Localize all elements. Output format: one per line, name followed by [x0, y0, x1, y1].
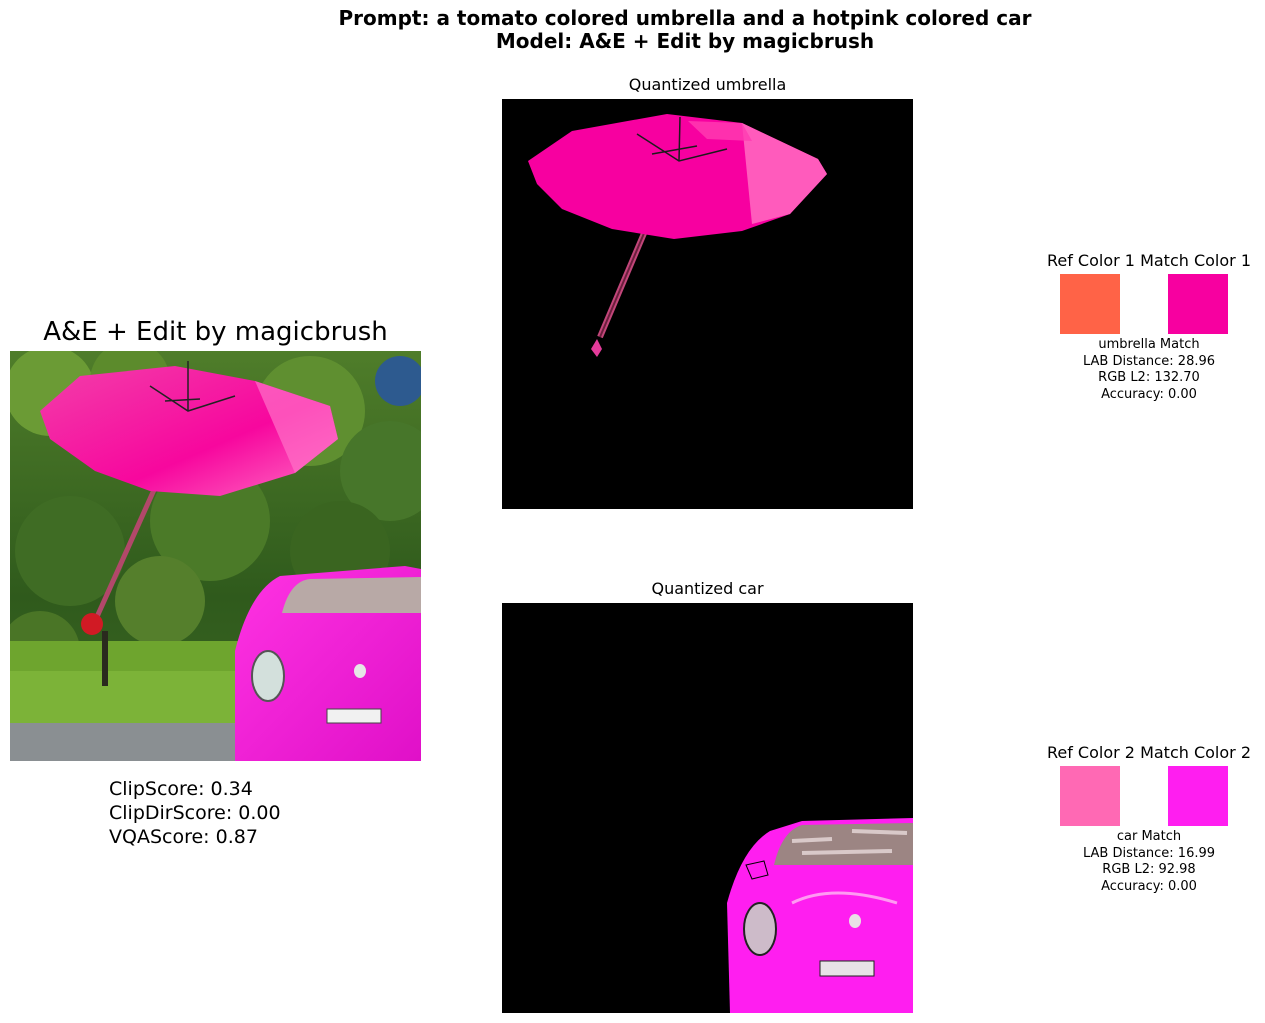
- match-1-object: umbrella Match: [1098, 337, 1200, 352]
- match-color-1-label: Match Color 1: [1140, 251, 1252, 270]
- ref-color-2-swatch: [1060, 766, 1120, 826]
- match-1-rgb-l2: RGB L2: 132.70: [1098, 370, 1200, 385]
- quantized-car-image: [502, 603, 913, 1013]
- match-2-object: car Match: [1116, 829, 1182, 844]
- match-2-rgb-l2: RGB L2: 92.98: [1102, 862, 1196, 877]
- generated-image: [10, 351, 421, 761]
- ref-color-1-swatch: [1060, 274, 1120, 334]
- prompt-line: Prompt: a tomato colored umbrella and a …: [338, 6, 1032, 30]
- model-line: Model: A&E + Edit by magicbrush: [495, 29, 875, 53]
- match-1-header: Ref Color 1 Match Color 1: [1034, 251, 1264, 271]
- ref-color-1-label: Ref Color 1: [1046, 251, 1135, 270]
- umbrella-panel-title: Quantized umbrella: [628, 75, 787, 94]
- quantized-umbrella-image: [502, 99, 913, 509]
- main-image-title: A&E + Edit by magicbrush: [43, 317, 388, 347]
- car-panel-title: Quantized car: [651, 579, 764, 598]
- match-2-accuracy: Accuracy: 0.00: [1101, 878, 1197, 894]
- match-2-header: Ref Color 2 Match Color 2: [1034, 743, 1264, 763]
- vqa-score: VQAScore: 0.87: [109, 826, 258, 848]
- match-color-2-label: Match Color 2: [1140, 743, 1252, 762]
- figure-suptitle: Prompt: a tomato colored umbrella and a …: [0, 7, 1265, 53]
- match-1-info: umbrella Match LAB Distance: 28.96 RGB L…: [1034, 337, 1264, 403]
- match-2-info: car Match LAB Distance: 16.99 RGB L2: 92…: [1034, 829, 1264, 895]
- clipdir-score: ClipDirScore: 0.00: [109, 802, 281, 824]
- match-color-1-swatch: [1168, 274, 1228, 334]
- score-block: ClipScore: 0.34 ClipDirScore: 0.00 VQASc…: [109, 777, 281, 849]
- match-1-accuracy: Accuracy: 0.00: [1101, 386, 1197, 402]
- clip-score: ClipScore: 0.34: [109, 778, 253, 800]
- match-2-lab-distance: LAB Distance: 16.99: [1082, 845, 1216, 861]
- ref-color-2-label: Ref Color 2: [1046, 743, 1135, 762]
- match-color-2-swatch: [1168, 766, 1228, 826]
- match-1-lab-distance: LAB Distance: 28.96: [1082, 353, 1216, 369]
